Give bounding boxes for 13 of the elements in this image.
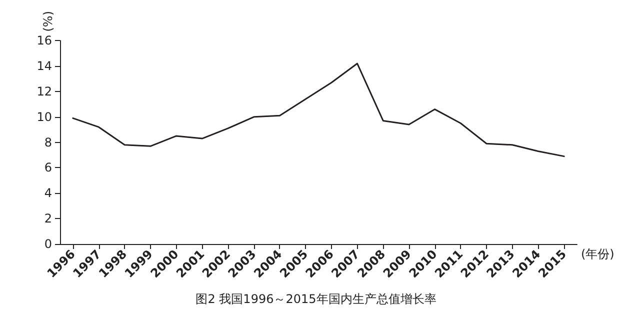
y-tick-label: 6: [44, 160, 52, 175]
y-tick-label: 12: [36, 84, 52, 98]
y-tick-label: 14: [36, 59, 52, 74]
y-tick-label: 10: [36, 110, 52, 124]
y-tick-label: 16: [36, 34, 52, 48]
y-axis-title: (%): [41, 11, 55, 32]
y-tick-label: 0: [44, 237, 52, 251]
x-axis-title: (年份): [581, 247, 614, 261]
y-tick-label: 2: [44, 212, 52, 226]
text: 图2 我国1996～2015年国内生产总值增长率: [196, 292, 436, 306]
y-tick-label: 4: [44, 186, 52, 200]
line-series: [72, 62, 565, 158]
y-tick-label: 8: [44, 135, 52, 150]
